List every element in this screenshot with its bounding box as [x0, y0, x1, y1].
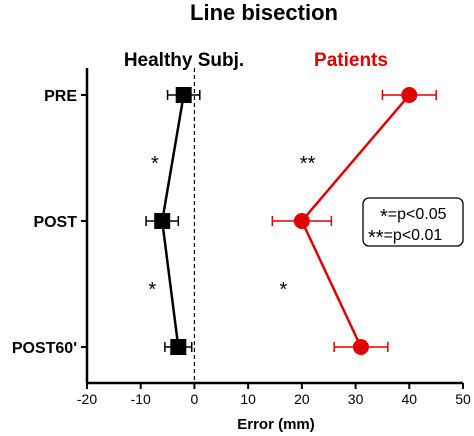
x-tick-label: 0 — [191, 391, 199, 407]
axes — [85, 68, 463, 385]
significance-legend: *=p<0.05 **=p<0.01 — [362, 197, 464, 249]
x-tick-label: 40 — [401, 391, 417, 407]
x-ticks: -20 -10 0 10 20 30 40 50 — [77, 383, 471, 407]
significance-mark: * — [151, 153, 159, 175]
series-label-patients: Patients — [314, 50, 388, 71]
x-tick-label: 30 — [348, 391, 364, 407]
legend-symbol-1: * — [380, 206, 388, 228]
x-tick-label: 50 — [455, 391, 471, 407]
x-tick-label: 20 — [294, 391, 310, 407]
legend-box — [362, 197, 464, 247]
chart-title: Line bisection — [190, 0, 338, 25]
significance-mark: ** — [300, 153, 316, 175]
patients-data-point — [352, 339, 369, 355]
category-labels: PRE POST POST60' — [12, 88, 87, 357]
x-axis-label: Error (mm) — [237, 416, 315, 433]
category-label: PRE — [44, 88, 77, 105]
legend-line-2: **=p<0.01 — [368, 227, 442, 249]
legend-text-1: =p<0.05 — [388, 206, 447, 223]
healthy-data-point — [175, 87, 192, 103]
series-label-healthy: Healthy Subj. — [124, 50, 244, 71]
patients-data-point — [401, 87, 418, 103]
category-label: POST — [33, 214, 77, 231]
x-tick-label: -10 — [131, 391, 151, 407]
x-tick-label: -20 — [77, 391, 97, 407]
significance-mark: * — [148, 279, 156, 301]
legend-symbol-2: ** — [368, 227, 384, 249]
legend-line-1: *=p<0.05 — [380, 206, 447, 228]
x-tick-label: 10 — [240, 391, 256, 407]
healthy-data-point — [170, 339, 187, 355]
data-marks — [145, 87, 437, 355]
significance-mark: * — [280, 279, 288, 301]
patients-data-point — [293, 213, 310, 229]
healthy-data-point — [154, 213, 171, 229]
category-label: POST60' — [12, 340, 77, 357]
significance-annotations: ***** — [148, 153, 315, 301]
legend-text-2: =p<0.01 — [384, 227, 443, 244]
